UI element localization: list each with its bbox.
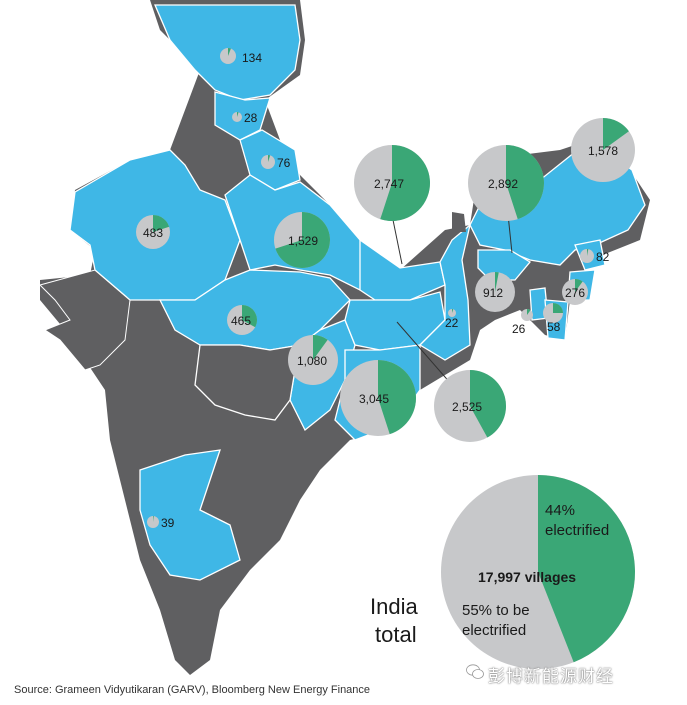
wb-leader-line xyxy=(396,321,453,386)
mizoram-value-label: 58 xyxy=(547,320,561,334)
chhattisgarh-pie-electrified xyxy=(313,335,328,360)
himachal-pradesh-pie-electrified xyxy=(237,112,239,117)
karnataka-pie-electrified xyxy=(153,516,154,522)
total-remaining-line2: electrified xyxy=(462,622,526,639)
assam-value-label: 2,892 xyxy=(488,177,518,191)
total-electrified-word: electrified xyxy=(545,522,609,539)
assam-pie-electrified xyxy=(506,145,545,220)
india-total-pie-electrified xyxy=(538,475,635,663)
himachal-pradesh-shape xyxy=(214,91,271,141)
tripura-value-label: 26 xyxy=(512,322,526,336)
mizoram-pie: 58 xyxy=(543,303,563,334)
tripura-pie: 26 xyxy=(512,309,533,336)
india-title-line1: India xyxy=(370,594,418,619)
bihar-pie: 2,747 xyxy=(354,145,430,221)
himachal-pradesh-pie: 28 xyxy=(232,111,258,125)
arunachal-pradesh-value-label: 1,578 xyxy=(588,144,618,158)
bihar-pie-electrified xyxy=(380,145,430,221)
nagaland-pie: 82 xyxy=(580,249,610,264)
arunachal-pradesh-pie-electrified xyxy=(603,118,629,150)
source-note: Source: Grameen Vidyutikaran (GARV), Blo… xyxy=(14,684,371,696)
chhattisgarh-value-label: 1,080 xyxy=(297,354,327,368)
karnataka-shape xyxy=(139,449,241,581)
uttar-pradesh-value-label: 1,529 xyxy=(288,234,318,248)
uttar-pradesh-pie: 1,529 xyxy=(274,212,331,268)
uttar-pradesh-pie-electrified xyxy=(275,212,331,268)
meghalaya-pie: 912 xyxy=(475,272,515,312)
meghalaya-value-label: 912 xyxy=(483,286,503,300)
west-bengal-value-label: 2,525 xyxy=(452,400,482,414)
jammu-kashmir-value-label: 134 xyxy=(242,51,262,65)
jharkhand-pie-electrified xyxy=(452,309,454,313)
uttarakhand-pie: 76 xyxy=(261,155,291,170)
madhya-pradesh-value-label: 465 xyxy=(231,314,251,328)
rajasthan-pie-electrified xyxy=(153,215,170,232)
nagaland-value-label: 82 xyxy=(596,250,610,264)
india-total-pie xyxy=(441,475,635,669)
mizoram-pie-electrified xyxy=(553,303,563,313)
jammu-kashmir-pie-electrified xyxy=(228,48,231,56)
total-remaining-line1: 55% to be xyxy=(462,602,530,619)
total-villages-label: 17,997 villages xyxy=(478,569,576,585)
arunachal-pradesh-pie: 1,578 xyxy=(571,118,635,182)
karnataka-value-label: 39 xyxy=(161,516,175,530)
rajasthan-pie: 483 xyxy=(136,215,170,249)
jharkhand-pie: 22 xyxy=(445,309,459,330)
odisha-pie-electrified xyxy=(378,360,416,435)
west-bengal-pie: 2,525 xyxy=(434,370,506,442)
india-title-line2: total xyxy=(375,622,417,647)
bihar-leader-line xyxy=(391,214,403,265)
sikkim-shape xyxy=(452,212,466,232)
uttarakhand-value-label: 76 xyxy=(277,156,291,170)
tripura-pie-electrified xyxy=(527,309,531,315)
chhattisgarh-pie: 1,080 xyxy=(288,335,338,385)
total-electrified-pct: 44% xyxy=(545,502,575,519)
west-bengal-pie-electrified xyxy=(470,370,506,438)
himachal-pradesh-value-label: 28 xyxy=(244,111,258,125)
uttarakhand-pie-electrified xyxy=(268,155,271,162)
bihar-shape xyxy=(359,238,446,301)
maharashtra-west-shape xyxy=(194,344,301,421)
madhya-pradesh-pie-electrified xyxy=(242,305,257,328)
nagaland-pie-electrified xyxy=(587,249,589,256)
jharkhand-value-label: 22 xyxy=(445,316,459,330)
manipur-value-label: 276 xyxy=(565,286,585,300)
jammu-kashmir-pie: 134 xyxy=(220,48,262,65)
odisha-pie: 3,045 xyxy=(340,360,416,436)
rajasthan-value-label: 483 xyxy=(143,226,163,240)
wechat-icon xyxy=(466,664,484,679)
bihar-value-label: 2,747 xyxy=(374,177,404,191)
meghalaya-pie-electrified xyxy=(495,272,499,292)
karnataka-pie: 39 xyxy=(147,516,175,530)
watermark-text: 彭博新能源财经 xyxy=(488,667,614,687)
odisha-value-label: 3,045 xyxy=(359,392,389,406)
madhya-pradesh-pie: 465 xyxy=(227,305,257,335)
manipur-pie: 276 xyxy=(562,279,588,305)
manipur-pie-electrified xyxy=(575,279,583,292)
assam-pie: 2,892 xyxy=(468,145,545,221)
